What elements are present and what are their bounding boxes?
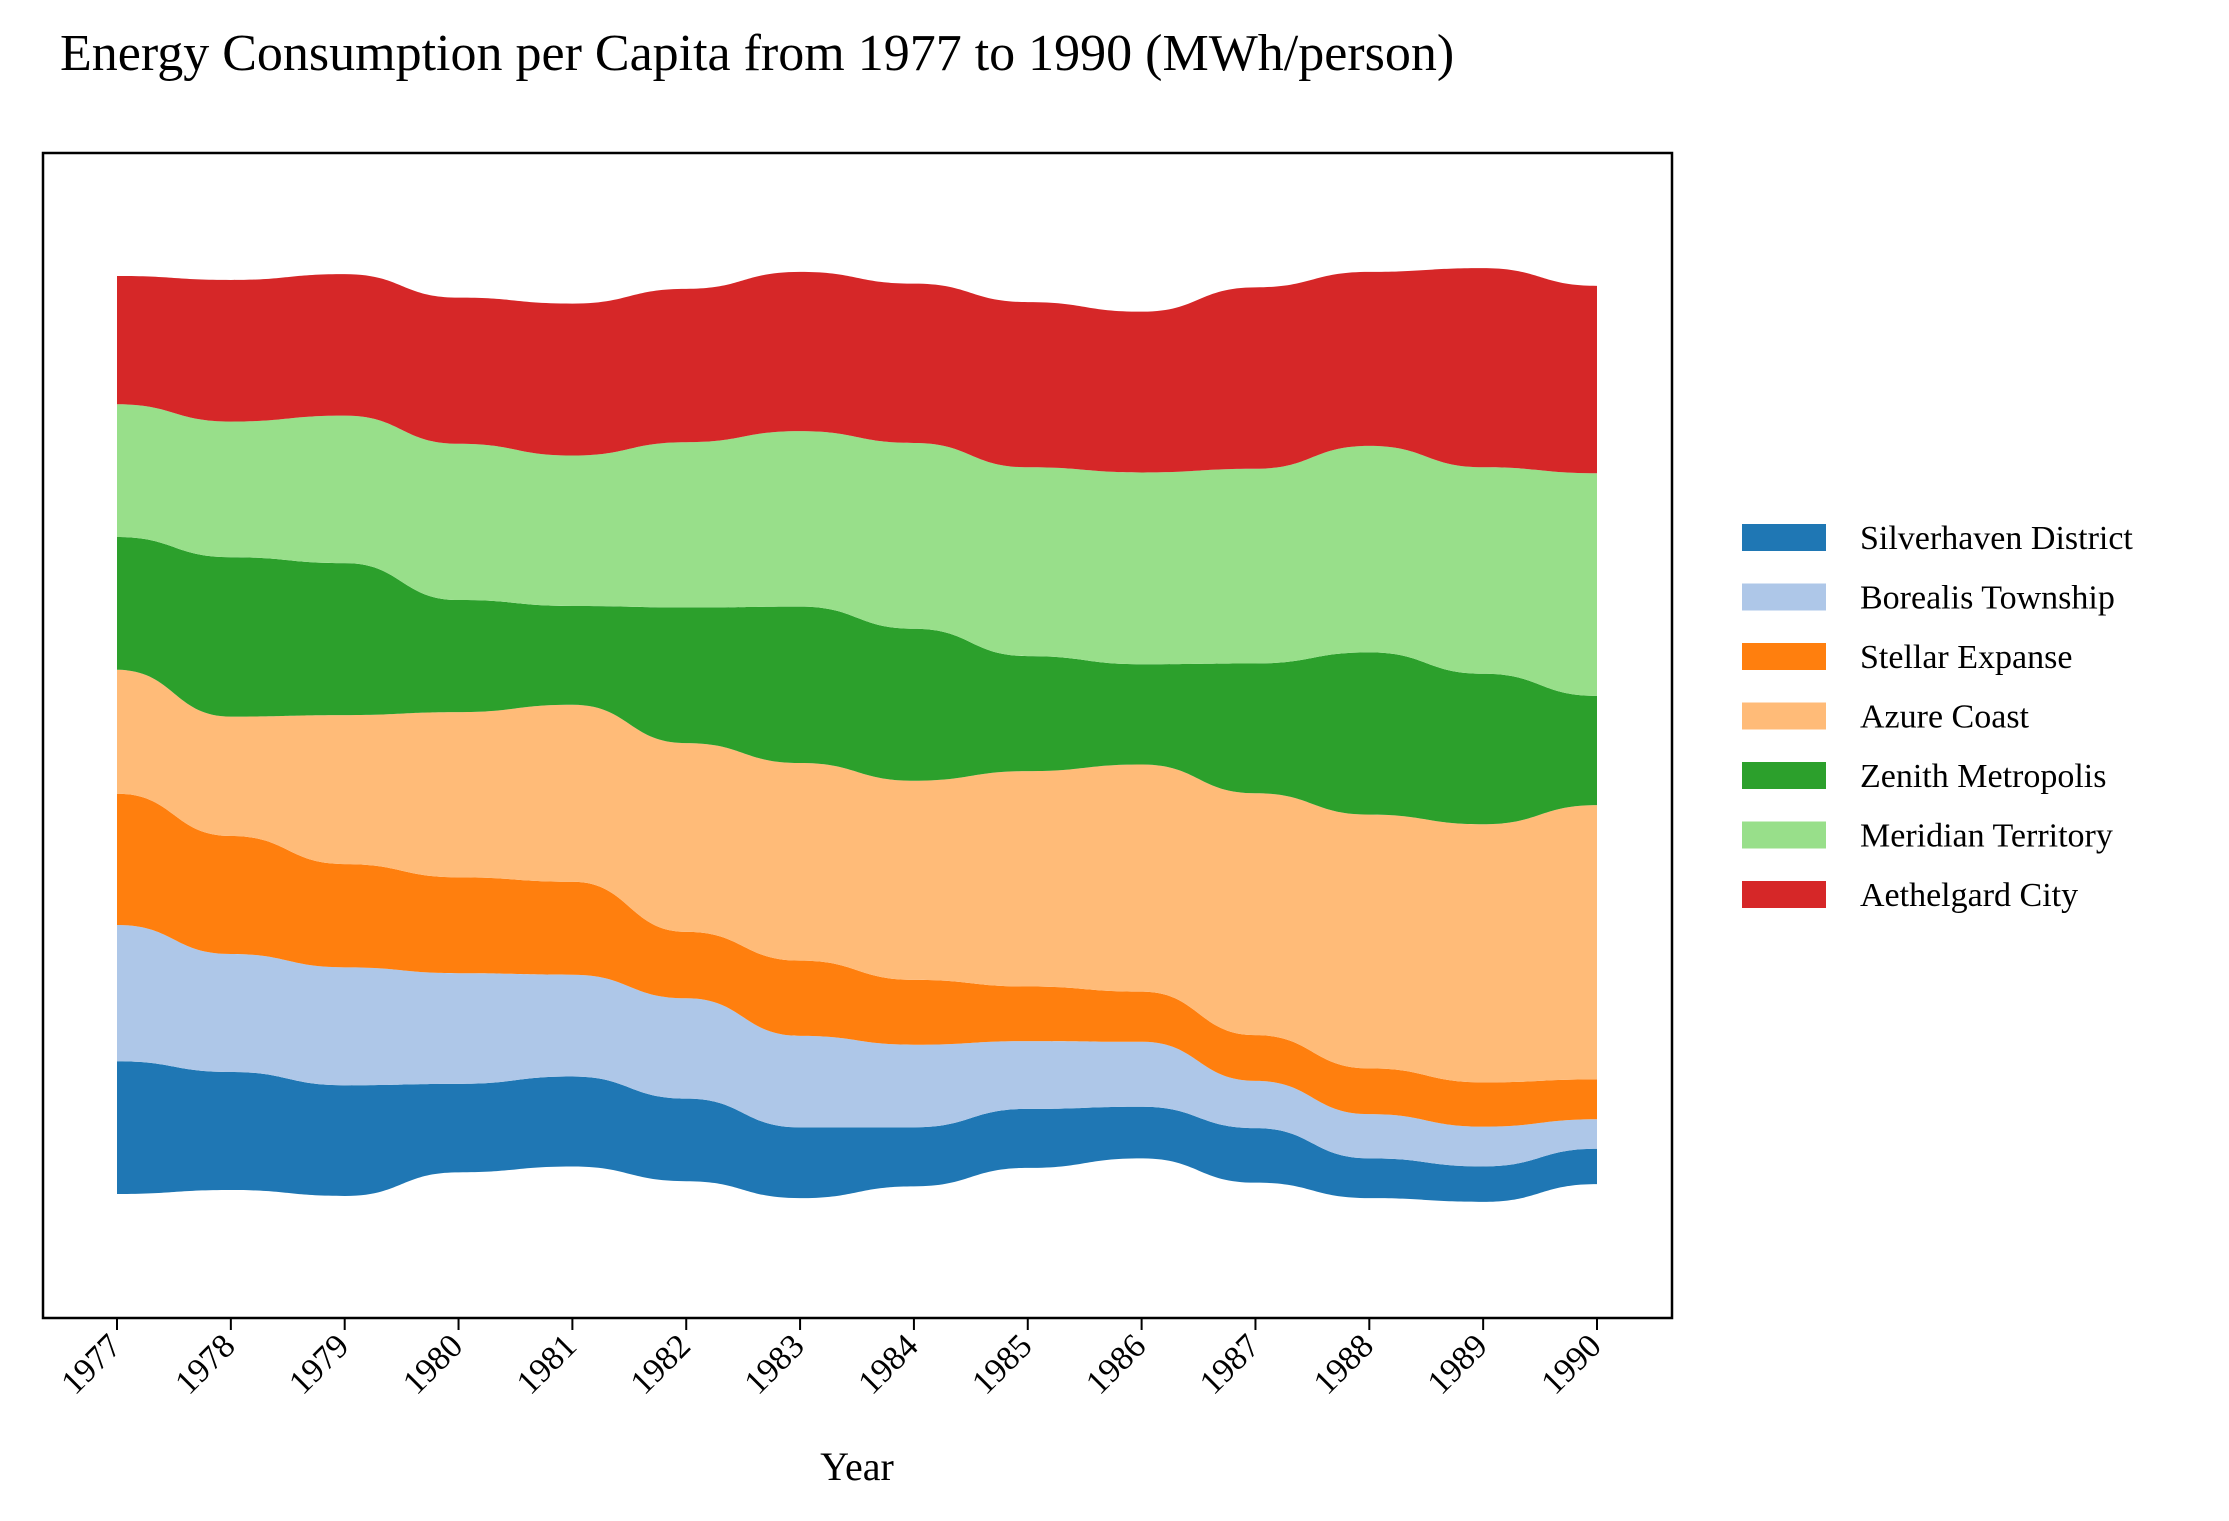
x-tick-label-1980: 1980 — [396, 1327, 470, 1401]
legend-label: Azure Coast — [1860, 699, 2030, 736]
legend-swatch — [1742, 583, 1826, 611]
stream-area-meridian-territory — [117, 404, 1597, 696]
stream-area-zenith-metropolis — [117, 537, 1597, 825]
x-tick-label-1984: 1984 — [851, 1327, 925, 1401]
stream-area-stellar-expanse — [117, 793, 1597, 1127]
stream-area-borealis-township — [117, 924, 1597, 1167]
legend: Silverhaven District Borealis Township Ste… — [1742, 520, 2133, 914]
x-tick-label-1979: 1979 — [282, 1327, 356, 1401]
legend-swatch — [1742, 881, 1826, 908]
x-tick-label-1977: 1977 — [54, 1327, 128, 1401]
legend-label: Zenith Metropolis — [1860, 758, 2106, 795]
x-tick-label-1986: 1986 — [1079, 1327, 1153, 1401]
legend-swatch — [1742, 643, 1826, 670]
x-axis-ticks: 1977 1978 1979 1980 1981 1982 1983 1984 1985 1986… — [54, 1318, 1609, 1402]
legend-label: Meridian Territory — [1860, 818, 2113, 855]
legend-label: Stellar Expanse — [1860, 639, 2072, 676]
legend-label: Silverhaven District — [1860, 520, 2133, 557]
x-tick-label-1987: 1987 — [1193, 1327, 1267, 1401]
x-axis-label: Year — [820, 1444, 894, 1489]
x-tick-label-1983: 1983 — [737, 1327, 811, 1401]
stream-area-azure-coast — [117, 669, 1597, 1083]
x-tick-label-1982: 1982 — [624, 1327, 698, 1401]
x-tick-label-1978: 1978 — [168, 1327, 242, 1401]
legend-swatch — [1742, 821, 1826, 849]
chart-title: Energy Consumption per Capita from 1977 … — [60, 25, 1454, 82]
x-tick-label-1988: 1988 — [1307, 1327, 1381, 1401]
legend-swatch — [1742, 524, 1826, 551]
plot-frame — [41, 151, 1674, 1320]
x-tick-label-1989: 1989 — [1421, 1327, 1495, 1401]
x-tick-label-1990: 1990 — [1534, 1327, 1608, 1401]
stream-area-silverhaven-district — [117, 1061, 1597, 1202]
legend-swatch — [1742, 762, 1826, 789]
x-tick-label-1985: 1985 — [965, 1327, 1039, 1401]
stream-area-aethelgard-city — [117, 268, 1597, 474]
legend-label: Borealis Township — [1860, 580, 2115, 617]
legend-label: Aethelgard City — [1860, 877, 2078, 914]
stream-areas — [117, 268, 1597, 1202]
x-tick-label-1981: 1981 — [510, 1327, 584, 1401]
legend-swatch — [1742, 702, 1826, 730]
